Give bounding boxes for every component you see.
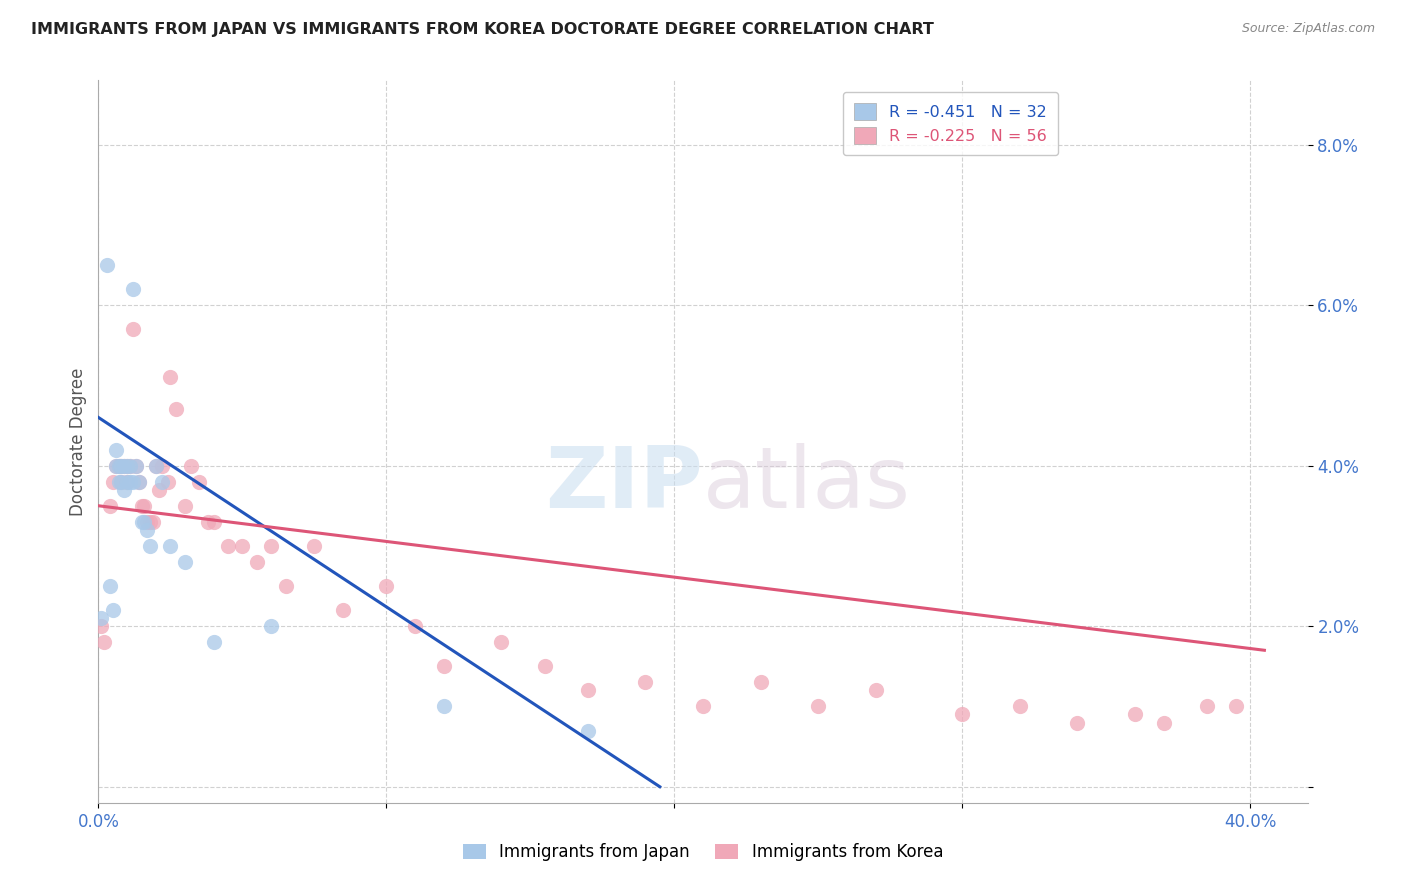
Point xyxy=(1225,699,1247,714)
Point xyxy=(98,579,121,593)
Point xyxy=(136,523,159,537)
Point xyxy=(576,723,599,738)
Point xyxy=(134,499,156,513)
Text: ZIP: ZIP xyxy=(546,443,703,526)
Y-axis label: Doctorate Degree: Doctorate Degree xyxy=(69,368,87,516)
Legend: R = -0.451   N = 32, R = -0.225   N = 56: R = -0.451 N = 32, R = -0.225 N = 56 xyxy=(842,92,1057,155)
Point xyxy=(110,475,132,489)
Point xyxy=(1195,699,1218,714)
Point xyxy=(274,579,297,593)
Point xyxy=(304,539,326,553)
Point xyxy=(634,675,657,690)
Point xyxy=(101,475,124,489)
Point xyxy=(142,515,165,529)
Point xyxy=(231,539,253,553)
Legend: Immigrants from Japan, Immigrants from Korea: Immigrants from Japan, Immigrants from K… xyxy=(456,837,950,868)
Point xyxy=(107,475,129,489)
Point xyxy=(128,475,150,489)
Point xyxy=(128,475,150,489)
Point xyxy=(807,699,830,714)
Point xyxy=(180,458,202,473)
Text: Source: ZipAtlas.com: Source: ZipAtlas.com xyxy=(1241,22,1375,36)
Point xyxy=(122,322,145,336)
Point xyxy=(110,458,132,473)
Point xyxy=(120,458,142,473)
Point xyxy=(202,515,225,529)
Point xyxy=(246,555,269,569)
Point xyxy=(165,402,187,417)
Point xyxy=(156,475,179,489)
Point xyxy=(115,458,138,473)
Point xyxy=(125,458,148,473)
Point xyxy=(1123,707,1146,722)
Point xyxy=(120,458,142,473)
Point xyxy=(112,458,135,473)
Point xyxy=(433,699,456,714)
Point xyxy=(260,539,283,553)
Point xyxy=(104,442,127,457)
Point xyxy=(101,603,124,617)
Point xyxy=(112,458,135,473)
Point xyxy=(131,499,153,513)
Point xyxy=(93,635,115,649)
Text: atlas: atlas xyxy=(703,443,911,526)
Point xyxy=(110,458,132,473)
Point xyxy=(145,458,167,473)
Point xyxy=(107,458,129,473)
Point xyxy=(692,699,714,714)
Point xyxy=(1066,715,1088,730)
Point xyxy=(107,458,129,473)
Point xyxy=(96,258,118,272)
Point xyxy=(110,475,132,489)
Point xyxy=(159,370,181,384)
Point xyxy=(150,475,173,489)
Point xyxy=(115,475,138,489)
Point xyxy=(533,659,555,673)
Point xyxy=(150,458,173,473)
Point xyxy=(433,659,456,673)
Point xyxy=(120,475,142,489)
Point xyxy=(404,619,426,633)
Point xyxy=(1153,715,1175,730)
Point xyxy=(197,515,219,529)
Point xyxy=(104,458,127,473)
Point xyxy=(125,458,148,473)
Point xyxy=(159,539,181,553)
Point xyxy=(202,635,225,649)
Point xyxy=(104,458,127,473)
Point xyxy=(112,483,135,497)
Point xyxy=(576,683,599,698)
Point xyxy=(145,458,167,473)
Point xyxy=(139,515,162,529)
Point xyxy=(950,707,973,722)
Point xyxy=(1008,699,1031,714)
Point xyxy=(115,458,138,473)
Point xyxy=(136,515,159,529)
Point xyxy=(188,475,211,489)
Point xyxy=(90,611,112,625)
Point xyxy=(122,282,145,296)
Point xyxy=(491,635,513,649)
Point xyxy=(90,619,112,633)
Text: IMMIGRANTS FROM JAPAN VS IMMIGRANTS FROM KOREA DOCTORATE DEGREE CORRELATION CHAR: IMMIGRANTS FROM JAPAN VS IMMIGRANTS FROM… xyxy=(31,22,934,37)
Point xyxy=(131,515,153,529)
Point xyxy=(134,515,156,529)
Point xyxy=(173,555,195,569)
Point xyxy=(139,539,162,553)
Point xyxy=(865,683,887,698)
Point xyxy=(98,499,121,513)
Point xyxy=(217,539,239,553)
Point xyxy=(332,603,354,617)
Point xyxy=(375,579,398,593)
Point xyxy=(148,483,170,497)
Point xyxy=(260,619,283,633)
Point xyxy=(749,675,772,690)
Point xyxy=(115,475,138,489)
Point xyxy=(122,475,145,489)
Point xyxy=(173,499,195,513)
